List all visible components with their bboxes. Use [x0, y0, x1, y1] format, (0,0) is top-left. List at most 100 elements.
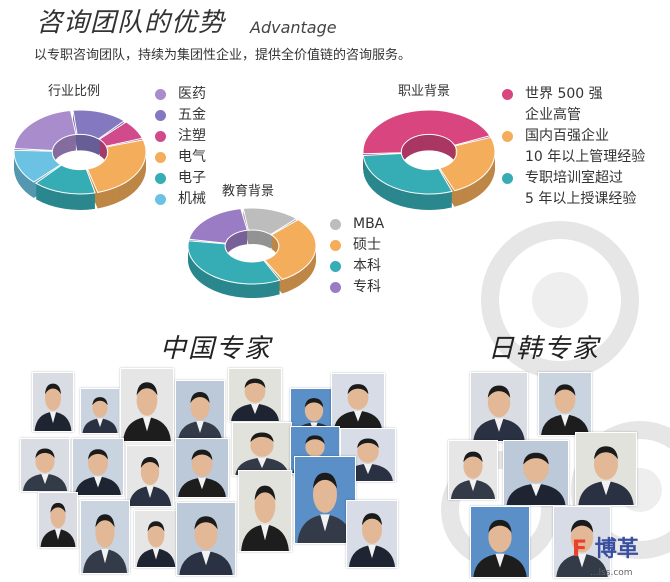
china-expert-photo	[120, 368, 174, 442]
donut-segment-0	[362, 109, 491, 155]
china-expert-photo	[20, 438, 70, 492]
japan-korea-expert-photo	[470, 372, 528, 442]
japan-korea-expert-photo	[553, 506, 611, 578]
person-portrait-icon	[556, 519, 608, 577]
page-subtitle: 以专职咨询团队，持续为集团性企业，提供全价值链的咨询服务。	[34, 48, 412, 63]
legend-dot-icon	[502, 173, 513, 184]
watermark-brand: 博革	[594, 537, 639, 562]
page-title: 咨询团队的优势	[36, 8, 226, 38]
watermark-mark-icon: F	[572, 537, 588, 562]
donut-segment-0	[13, 109, 77, 152]
person-portrait-icon	[75, 449, 121, 495]
person-portrait-icon	[128, 457, 172, 506]
donut-segment-1	[263, 219, 317, 281]
legend-item: 电子	[155, 168, 206, 189]
legend-label: 国内百强企业	[525, 128, 609, 144]
person-portrait-icon	[473, 519, 527, 577]
person-portrait-icon	[506, 452, 566, 505]
china-expert-photo	[80, 388, 120, 434]
legend-item: 五金	[155, 105, 206, 126]
legend-item: 专科	[330, 277, 384, 298]
person-portrait-icon	[82, 514, 128, 573]
legend-dot-icon	[330, 282, 341, 293]
person-portrait-icon	[450, 451, 496, 499]
education-donut-chart	[187, 207, 317, 298]
legend-label: 世界 500 强	[525, 86, 603, 102]
person-portrait-icon	[235, 432, 289, 475]
industry-donut-chart	[13, 109, 147, 210]
china-expert-photo	[175, 438, 229, 498]
legend-dot-icon	[330, 240, 341, 251]
person-portrait-icon	[231, 378, 279, 421]
legend-dot-icon	[155, 152, 166, 163]
industry-chart-label: 行业比例	[48, 84, 101, 99]
japan-korea-expert-photo	[575, 432, 637, 506]
career-donut-chart	[362, 109, 496, 210]
education-legend: MBA 硕士本科专科	[330, 214, 384, 298]
person-portrait-icon	[136, 521, 176, 567]
legend-label-continued: 企业高管	[525, 107, 581, 123]
legend-dot-icon	[155, 89, 166, 100]
legend-dot-icon	[155, 194, 166, 205]
china-expert-photo	[294, 456, 356, 544]
career-legend: 世界 500 强企业高管 国内百强企业 10 年以上管理经验 专职培训室超过 5 年以上…	[502, 84, 645, 210]
industry-legend: 医药 五金 注塑 电气 电子 机械	[155, 84, 206, 210]
china-expert-photo	[126, 445, 174, 507]
person-portrait-icon	[123, 382, 171, 441]
person-portrait-icon	[297, 472, 353, 543]
japan-korea-expert-photo	[448, 440, 498, 500]
legend-dot-icon	[330, 261, 341, 272]
legend-dot-icon	[155, 173, 166, 184]
person-portrait-icon	[349, 513, 395, 567]
china-experts-heading: 中国专家	[160, 334, 273, 364]
china-expert-photo	[238, 470, 292, 552]
china-expert-photo	[175, 380, 225, 442]
china-expert-photo	[176, 502, 236, 576]
china-expert-photo	[346, 500, 398, 568]
japan-korea-experts-heading: 日韩专家	[488, 334, 601, 364]
legend-label: 电子	[178, 170, 206, 186]
legend-item: 注塑	[155, 126, 206, 147]
donut-segment-2	[362, 152, 453, 195]
legend-item: 本科	[330, 256, 384, 277]
donut-segment-5	[13, 149, 62, 183]
japan-korea-expert-photo	[470, 506, 530, 578]
donut-segment-1	[72, 109, 126, 140]
japan-korea-expert-photo	[538, 372, 592, 436]
person-portrait-icon	[334, 384, 382, 429]
person-portrait-icon	[34, 383, 72, 431]
education-chart-label: 教育背景	[222, 184, 275, 199]
donut-segment-2	[187, 240, 281, 285]
legend-item: 电气	[155, 147, 206, 168]
legend-dot-icon	[155, 131, 166, 142]
china-expert-photo	[232, 422, 292, 476]
legend-dot-icon	[330, 219, 341, 230]
legend-item: 硕士	[330, 235, 384, 256]
china-expert-photo	[134, 510, 178, 568]
japan-korea-expert-photo	[503, 440, 569, 506]
legend-label: 五金	[178, 107, 206, 123]
china-expert-photo	[38, 492, 78, 548]
donut-segment-1	[438, 136, 496, 192]
china-expert-photo	[80, 500, 130, 574]
legend-dot-icon	[155, 110, 166, 121]
legend-label: 注塑	[178, 128, 206, 144]
legend-item: 医药	[155, 84, 206, 105]
donut-segment-3	[86, 139, 147, 194]
legend-item: MBA	[330, 214, 384, 235]
legend-item: 专职培训室超过	[502, 168, 645, 189]
legend-label: 专职培训室超过	[525, 170, 623, 186]
legend-item: 世界 500 强	[502, 84, 645, 105]
china-expert-photo	[72, 438, 124, 496]
person-portrait-icon	[40, 502, 76, 547]
person-portrait-icon	[541, 384, 589, 435]
legend-label: 医药	[178, 86, 206, 102]
person-portrait-icon	[473, 385, 525, 441]
legend-label-continued: 10 年以上管理经验	[525, 149, 646, 165]
career-chart-label: 职业背景	[398, 84, 451, 99]
legend-dot-icon	[502, 89, 513, 100]
legend-label: 本科	[353, 258, 381, 274]
china-expert-photo	[228, 368, 282, 422]
donut-segment-3	[188, 208, 248, 244]
